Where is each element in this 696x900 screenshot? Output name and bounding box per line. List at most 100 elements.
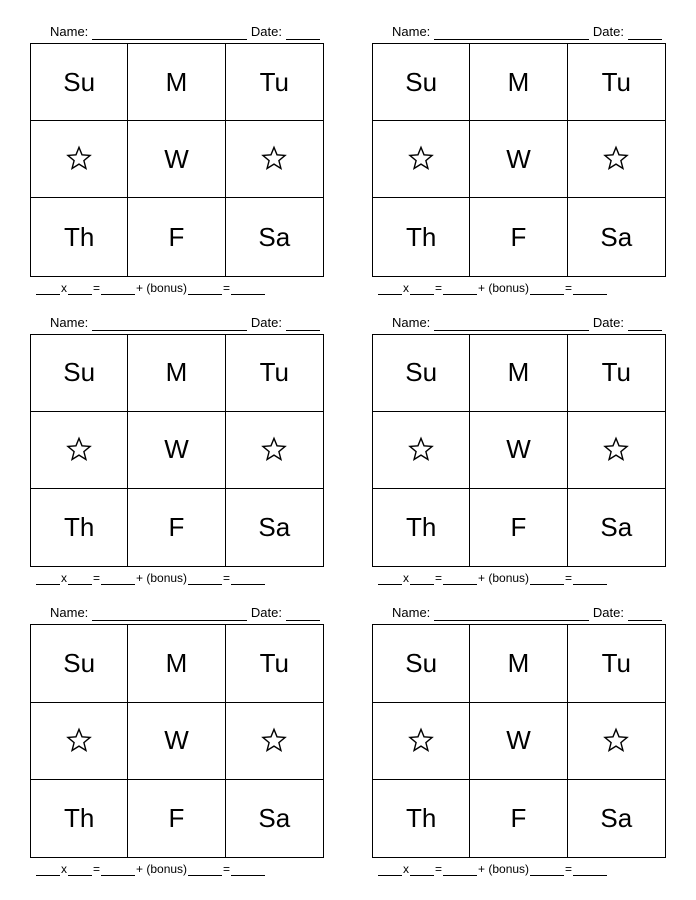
product-blank[interactable] bbox=[443, 864, 477, 876]
grid-cell: Tu bbox=[226, 44, 323, 121]
card-header: Name:Date: bbox=[30, 315, 324, 334]
grid-cell-star bbox=[373, 703, 470, 780]
grid-cell: Sa bbox=[568, 780, 665, 857]
name-blank[interactable] bbox=[434, 607, 589, 621]
bonus-blank[interactable] bbox=[530, 283, 564, 295]
grid-cell: Tu bbox=[568, 44, 665, 121]
factor1-blank[interactable] bbox=[36, 283, 60, 295]
grid-cell: Sa bbox=[568, 489, 665, 566]
factor1-blank[interactable] bbox=[378, 573, 402, 585]
factor2-blank[interactable] bbox=[410, 573, 434, 585]
grid-cell: Tu bbox=[226, 335, 323, 412]
bonus-blank[interactable] bbox=[188, 864, 222, 876]
grid-cell: W bbox=[470, 703, 567, 780]
product-blank[interactable] bbox=[101, 864, 135, 876]
grid-cell: Su bbox=[373, 44, 470, 121]
grid-cell: W bbox=[128, 412, 225, 489]
grid-cell: W bbox=[470, 121, 567, 198]
product-blank[interactable] bbox=[101, 573, 135, 585]
card-header: Name:Date: bbox=[372, 315, 666, 334]
factor2-blank[interactable] bbox=[68, 573, 92, 585]
day-grid: SuMTuWThFSa bbox=[372, 334, 666, 568]
grid-cell: M bbox=[470, 44, 567, 121]
factor1-blank[interactable] bbox=[36, 573, 60, 585]
grid-cell: F bbox=[470, 198, 567, 275]
equals2-label: = bbox=[564, 571, 573, 585]
grid-cell: Su bbox=[31, 44, 128, 121]
grid-cell-star bbox=[31, 412, 128, 489]
grid-cell: W bbox=[128, 121, 225, 198]
bonus-blank[interactable] bbox=[530, 573, 564, 585]
equals-label: = bbox=[434, 281, 443, 295]
plus-bonus-label: + (bonus) bbox=[477, 571, 530, 585]
total-blank[interactable] bbox=[231, 864, 265, 876]
product-blank[interactable] bbox=[443, 283, 477, 295]
star-icon bbox=[407, 145, 435, 173]
bonus-blank[interactable] bbox=[530, 864, 564, 876]
total-blank[interactable] bbox=[573, 283, 607, 295]
total-blank[interactable] bbox=[231, 573, 265, 585]
factor2-blank[interactable] bbox=[68, 283, 92, 295]
name-blank[interactable] bbox=[92, 317, 247, 331]
date-blank[interactable] bbox=[628, 26, 662, 40]
name-label: Name: bbox=[392, 24, 430, 40]
factor2-blank[interactable] bbox=[410, 864, 434, 876]
star-icon bbox=[260, 436, 288, 464]
date-blank[interactable] bbox=[628, 607, 662, 621]
date-blank[interactable] bbox=[286, 317, 320, 331]
name-blank[interactable] bbox=[92, 26, 247, 40]
equals2-label: = bbox=[564, 281, 573, 295]
plus-bonus-label: + (bonus) bbox=[477, 862, 530, 876]
name-label: Name: bbox=[392, 315, 430, 331]
grid-cell: F bbox=[470, 489, 567, 566]
bonus-blank[interactable] bbox=[188, 573, 222, 585]
date-label: Date: bbox=[593, 24, 624, 40]
grid-cell: Su bbox=[31, 335, 128, 412]
times-label: x bbox=[402, 571, 410, 585]
grid-cell: Th bbox=[373, 780, 470, 857]
star-icon bbox=[65, 145, 93, 173]
day-grid: SuMTuWThFSa bbox=[30, 43, 324, 277]
factor1-blank[interactable] bbox=[378, 283, 402, 295]
chore-card: Name:Date:SuMTuWThFSa x = + (bonus) = bbox=[372, 605, 666, 876]
times-label: x bbox=[60, 281, 68, 295]
product-blank[interactable] bbox=[101, 283, 135, 295]
card-header: Name:Date: bbox=[30, 605, 324, 624]
product-blank[interactable] bbox=[443, 573, 477, 585]
equals2-label: = bbox=[222, 281, 231, 295]
grid-cell: Th bbox=[31, 489, 128, 566]
times-label: x bbox=[60, 862, 68, 876]
date-blank[interactable] bbox=[286, 26, 320, 40]
name-label: Name: bbox=[50, 24, 88, 40]
factor1-blank[interactable] bbox=[36, 864, 60, 876]
grid-cell: W bbox=[128, 703, 225, 780]
total-blank[interactable] bbox=[231, 283, 265, 295]
grid-cell: Th bbox=[31, 198, 128, 275]
factor1-blank[interactable] bbox=[378, 864, 402, 876]
date-blank[interactable] bbox=[628, 317, 662, 331]
name-blank[interactable] bbox=[434, 317, 589, 331]
total-blank[interactable] bbox=[573, 573, 607, 585]
card-footer: x = + (bonus) = bbox=[30, 277, 324, 295]
grid-cell-star bbox=[373, 121, 470, 198]
card-footer: x = + (bonus) = bbox=[372, 858, 666, 876]
grid-cell: Th bbox=[373, 198, 470, 275]
grid-cell: F bbox=[128, 489, 225, 566]
bonus-blank[interactable] bbox=[188, 283, 222, 295]
name-blank[interactable] bbox=[92, 607, 247, 621]
factor2-blank[interactable] bbox=[68, 864, 92, 876]
grid-cell-star bbox=[31, 121, 128, 198]
name-label: Name: bbox=[392, 605, 430, 621]
day-grid: SuMTuWThFSa bbox=[30, 334, 324, 568]
plus-bonus-label: + (bonus) bbox=[477, 281, 530, 295]
name-blank[interactable] bbox=[434, 26, 589, 40]
date-blank[interactable] bbox=[286, 607, 320, 621]
chore-card: Name:Date:SuMTuWThFSa x = + (bonus) = bbox=[30, 24, 324, 295]
total-blank[interactable] bbox=[573, 864, 607, 876]
factor2-blank[interactable] bbox=[410, 283, 434, 295]
star-icon bbox=[407, 436, 435, 464]
star-icon bbox=[260, 145, 288, 173]
star-icon bbox=[65, 727, 93, 755]
card-footer: x = + (bonus) = bbox=[372, 277, 666, 295]
card-footer: x = + (bonus) = bbox=[30, 567, 324, 585]
